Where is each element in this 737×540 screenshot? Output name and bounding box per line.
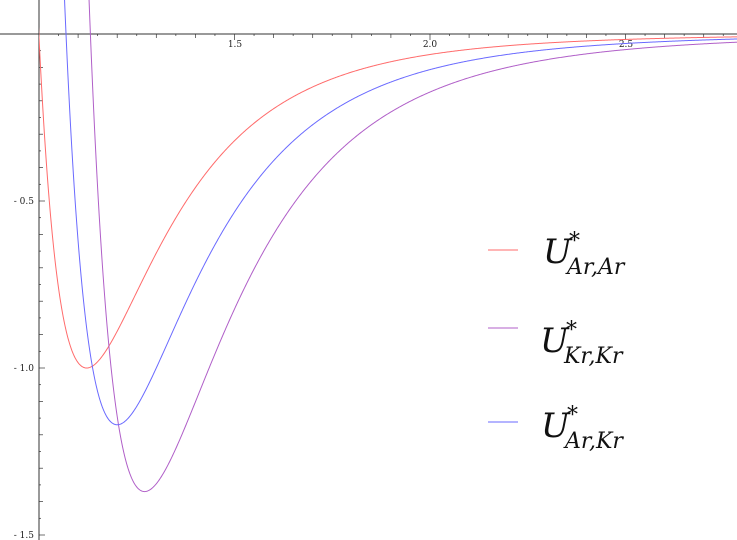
legend-symbol-kr-kr: U: [540, 321, 570, 361]
legend-item-kr-kr: U * Kr,Kr: [488, 318, 624, 369]
legend-item-ar-kr: U * Ar,Kr: [488, 403, 624, 454]
legend-symbol-ar-kr: U: [541, 406, 571, 446]
series-line-ar-kr: [64, 0, 737, 426]
legend-subscript-ar-kr: Ar,Kr: [563, 429, 624, 454]
series-line-kr-kr: [88, 0, 737, 493]
legend-superscript-ar-ar: *: [569, 229, 580, 254]
y-tick-label-minus-1-0: - 1.0: [14, 364, 34, 374]
legend-subscript-ar-ar: Ar,Ar: [565, 255, 626, 280]
legend: U * Ar,Ar U * Kr,Kr U * Ar,Kr: [488, 229, 626, 454]
legend-subscript-kr-kr: Kr,Kr: [563, 344, 624, 369]
x-tick-label-2-0: 2.0: [423, 40, 438, 50]
legend-symbol-ar-ar: U: [543, 232, 573, 272]
x-tick-label-1-5: 1.5: [228, 40, 243, 50]
y-tick-label-minus-0-5: - 0.5: [14, 197, 34, 207]
x-axis-minor-ticks: [58, 34, 724, 40]
x-tick-label-2-5: 2.5: [619, 40, 634, 50]
legend-superscript-ar-kr: *: [567, 403, 578, 428]
y-tick-label-minus-1-5: - 1.5: [14, 531, 34, 540]
series-line-ar-ar: [39, 26, 737, 369]
legend-superscript-kr-kr: *: [566, 318, 577, 343]
legend-item-ar-ar: U * Ar,Ar: [488, 229, 626, 280]
